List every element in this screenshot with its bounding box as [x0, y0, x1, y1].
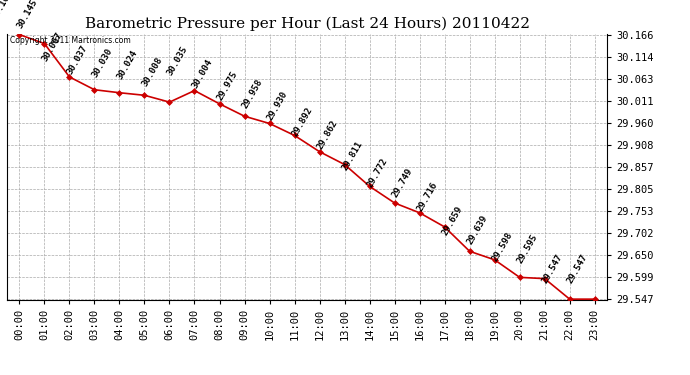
Text: 29.892: 29.892 [290, 105, 314, 138]
Text: 29.659: 29.659 [440, 205, 464, 237]
Text: 29.772: 29.772 [365, 157, 389, 189]
Text: 29.862: 29.862 [315, 118, 339, 151]
Text: 29.547: 29.547 [565, 253, 589, 285]
Text: 29.749: 29.749 [390, 166, 414, 199]
Text: 30.030: 30.030 [90, 46, 114, 79]
Text: 30.004: 30.004 [190, 57, 214, 90]
Text: 29.547: 29.547 [540, 253, 564, 285]
Text: 29.958: 29.958 [240, 77, 264, 110]
Text: 29.811: 29.811 [340, 140, 364, 172]
Text: 29.595: 29.595 [515, 232, 539, 265]
Text: 30.067: 30.067 [40, 31, 64, 63]
Text: 30.008: 30.008 [140, 56, 164, 88]
Text: 29.716: 29.716 [415, 181, 439, 213]
Text: 30.145: 30.145 [15, 0, 39, 30]
Text: 29.598: 29.598 [490, 231, 514, 264]
Text: 30.035: 30.035 [165, 44, 189, 77]
Text: 29.975: 29.975 [215, 70, 239, 102]
Text: 30.166: 30.166 [0, 0, 14, 21]
Text: 29.930: 29.930 [265, 89, 289, 122]
Text: Copyright 2011 Martronics.com: Copyright 2011 Martronics.com [10, 36, 130, 45]
Text: 29.639: 29.639 [465, 213, 489, 246]
Text: 30.024: 30.024 [115, 49, 139, 81]
Text: 30.037: 30.037 [65, 44, 89, 76]
Title: Barometric Pressure per Hour (Last 24 Hours) 20110422: Barometric Pressure per Hour (Last 24 Ho… [85, 17, 529, 31]
